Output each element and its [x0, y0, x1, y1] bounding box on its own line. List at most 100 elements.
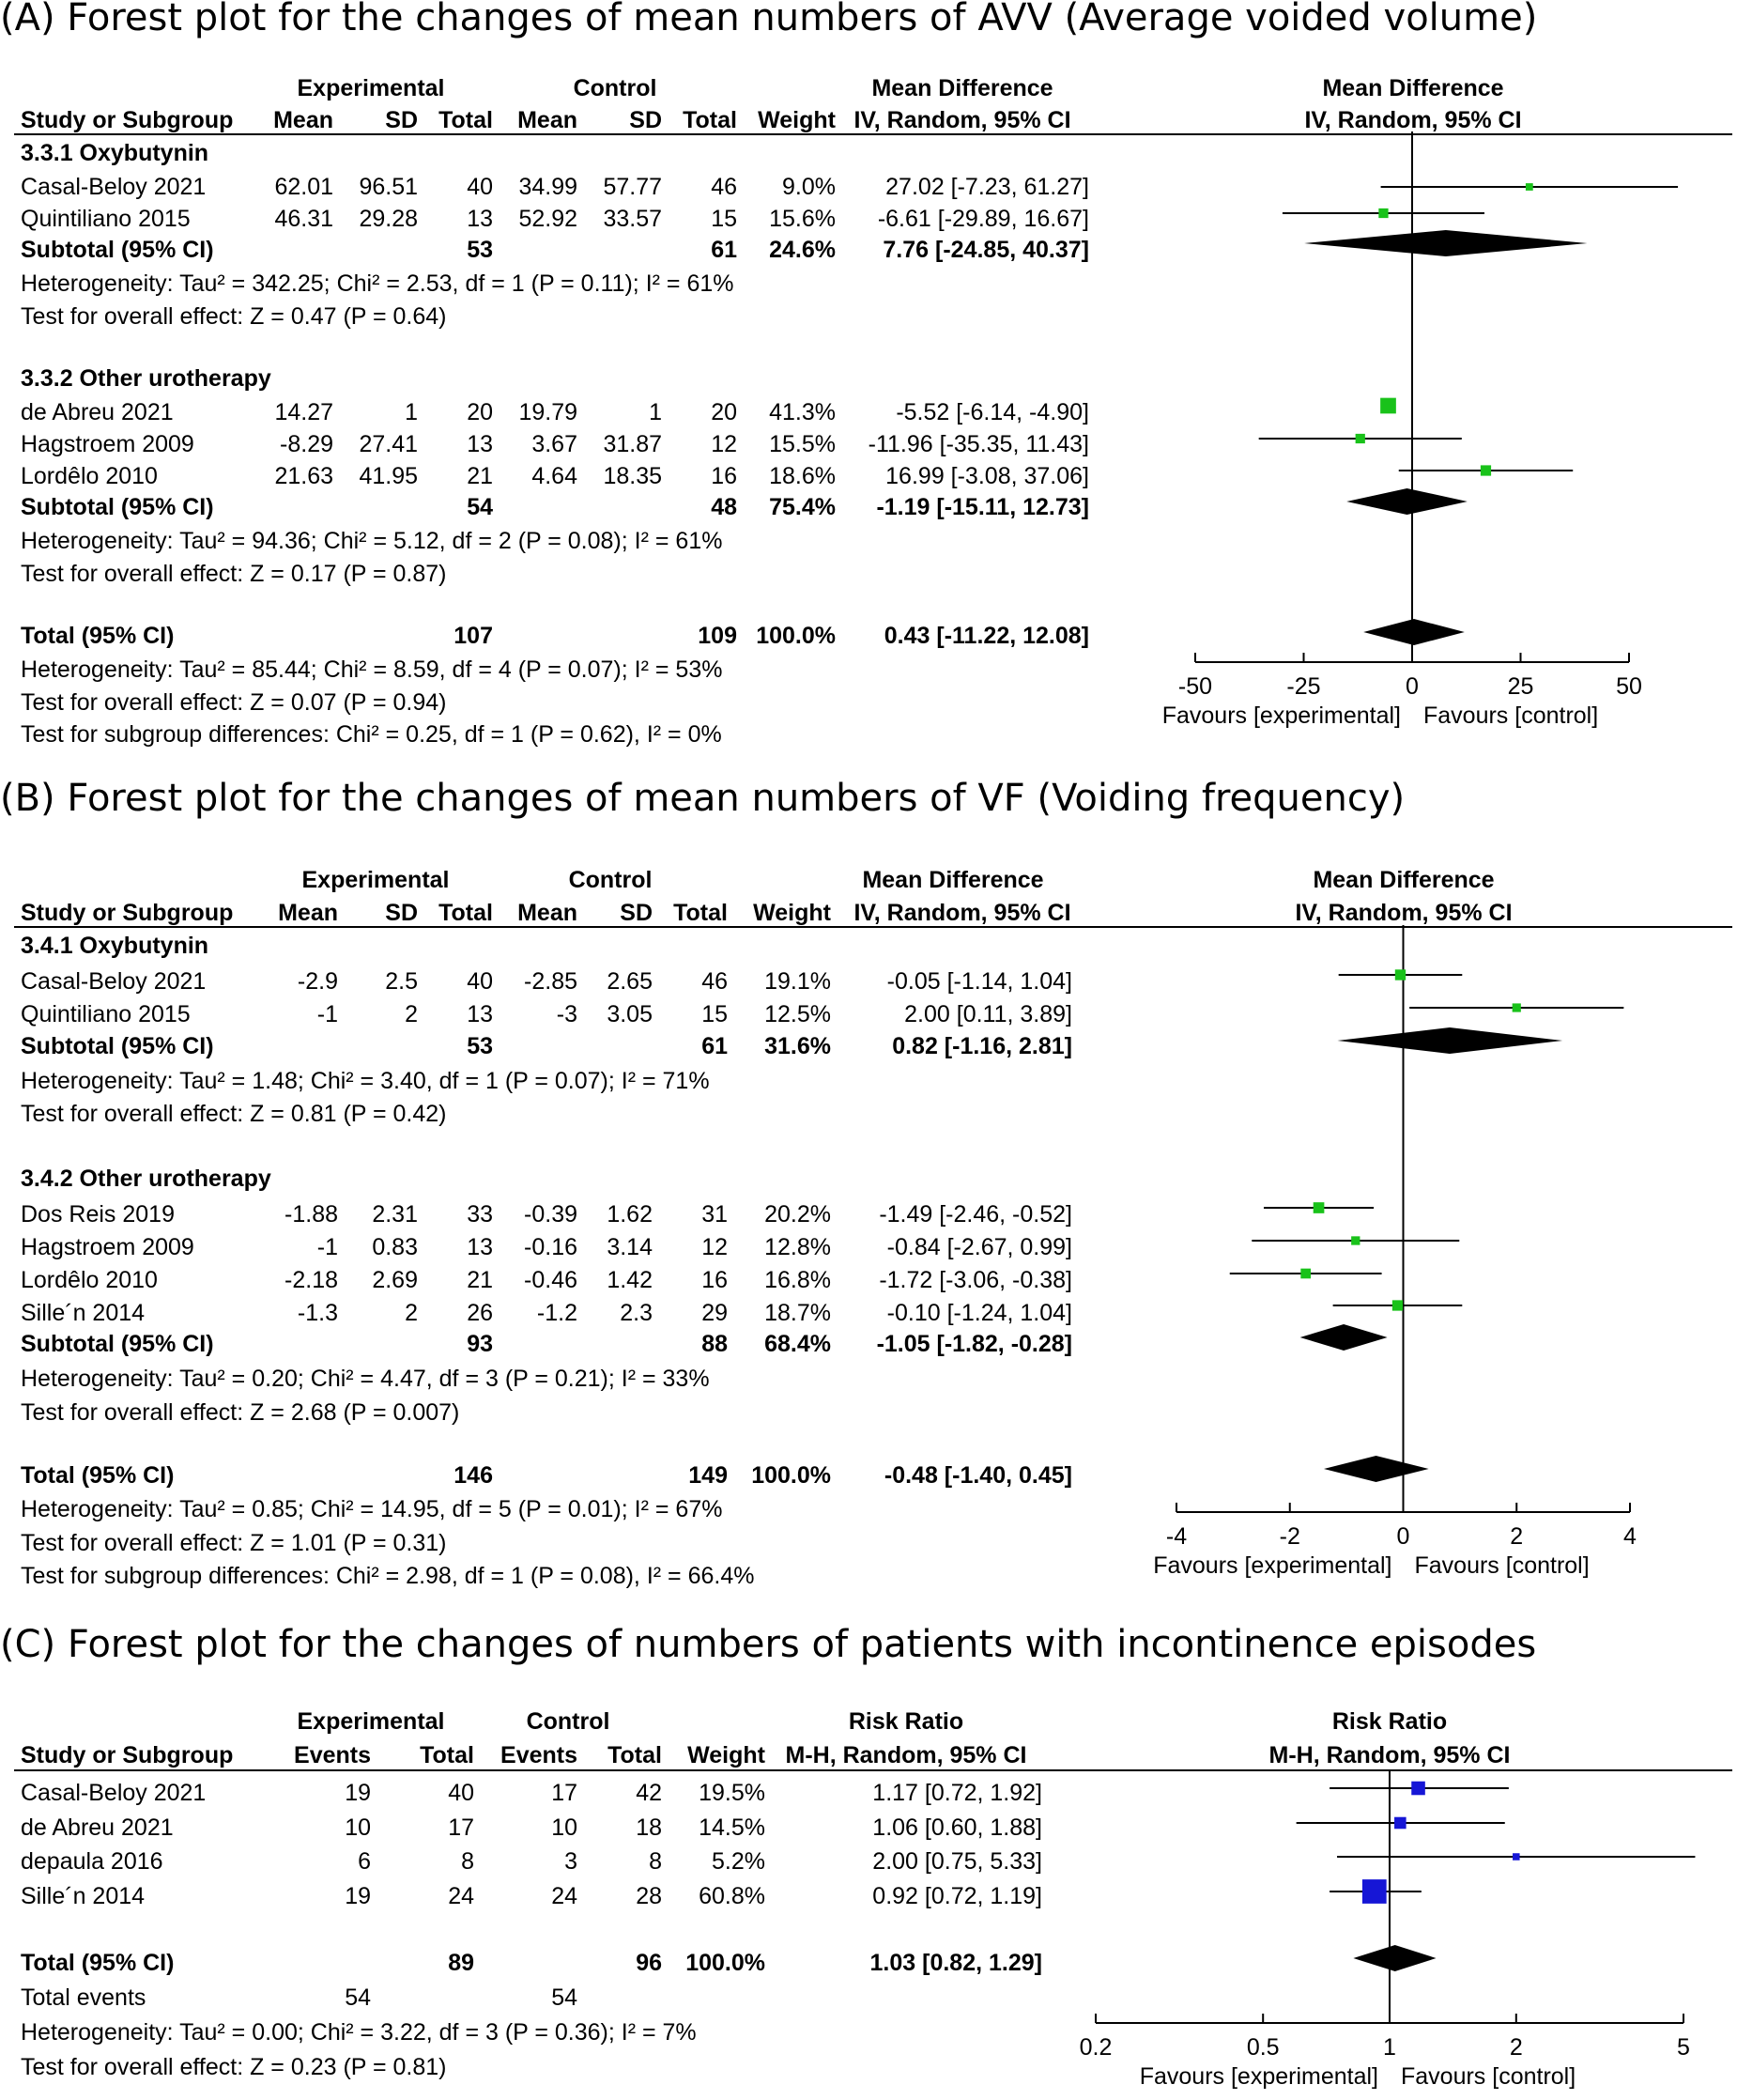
ctl-total: 16	[701, 1267, 728, 1293]
overall-effect-text: Test for overall effect: Z = 0.81 (P = 0…	[21, 1101, 447, 1127]
ctl-total: 42	[636, 1780, 662, 1806]
x-tick-label: 0.5	[1247, 2034, 1280, 2061]
exp-sd: 2.31	[372, 1201, 418, 1228]
weight: 18.6%	[769, 463, 836, 489]
study-name: depaula 2016	[21, 1848, 163, 1875]
col-total-exp: Total	[438, 107, 493, 133]
ctl-total: 29	[701, 1300, 728, 1326]
favours-control-label: Favours [control]	[1401, 2063, 1576, 2090]
exp-total: 53	[467, 1033, 493, 1059]
exp-mean: 14.27	[274, 399, 333, 425]
col-ci: IV, Random, 95% CI	[853, 107, 1071, 133]
x-tick-label: 0	[1397, 1523, 1410, 1550]
col-mean-ctl: Mean	[517, 107, 577, 133]
ctl-events: 24	[551, 1883, 577, 1909]
exp-total: 53	[467, 237, 493, 263]
ctl-mean: -2.85	[524, 968, 577, 995]
col-plot-method: IV, Random, 95% CI	[1295, 900, 1513, 926]
exp-mean: -1.88	[284, 1201, 338, 1228]
exp-total: 40	[448, 1780, 474, 1806]
ctl-total: 15	[711, 206, 737, 232]
subgroup-differences: Test for subgroup differences: Chi² = 0.…	[21, 721, 722, 748]
header-rule	[14, 1769, 1732, 1771]
exp-mean: -8.29	[280, 431, 333, 457]
study-name: Sille´n 2014	[21, 1883, 146, 1909]
effect-ci: -11.96 [-35.35, 11.43]	[868, 431, 1089, 457]
study-name: Lordêlo 2010	[21, 1267, 158, 1293]
total-overall-effect: Test for overall effect: Z = 0.07 (P = 0…	[21, 689, 447, 716]
col-study: Study or Subgroup	[21, 107, 234, 133]
exp-mean: -2.18	[284, 1267, 338, 1293]
ctl-total: 15	[701, 1001, 728, 1027]
study-point	[1513, 1853, 1520, 1861]
overall-effect-text: Test for overall effect: Z = 0.47 (P = 0…	[21, 303, 447, 330]
study-point	[1394, 969, 1407, 981]
study-point	[1380, 397, 1396, 414]
ctl-mean: -3	[556, 1001, 577, 1027]
subtotal-diamond	[1299, 1324, 1388, 1351]
effect-header: Risk Ratio	[848, 1708, 964, 1735]
col-total-ctl: Total	[673, 900, 728, 926]
weight: 19.1%	[764, 968, 831, 995]
experimental-header: Experimental	[297, 1708, 445, 1735]
exp-total: 40	[467, 174, 493, 200]
study-point	[1361, 1879, 1387, 1904]
col-sd-ctl: SD	[629, 107, 662, 133]
favours-experimental-label: Favours [experimental]	[1153, 1552, 1391, 1579]
ctl-total: 18	[636, 1814, 662, 1841]
effect-ci: 0.43 [-11.22, 12.08]	[884, 623, 1089, 649]
col-weight: Weight	[687, 1742, 765, 1768]
control-header: Control	[568, 867, 653, 893]
overall-effect-text: Test for overall effect: Z = 2.68 (P = 0…	[21, 1399, 460, 1426]
effect-ci: 0.92 [0.72, 1.19]	[872, 1883, 1042, 1909]
exp-sd: 1	[405, 399, 418, 425]
exp-mean: -1.3	[297, 1300, 338, 1326]
total-diamond	[1363, 619, 1465, 645]
favours-experimental-label: Favours [experimental]	[1162, 703, 1401, 729]
ctl-mean: -0.39	[524, 1201, 577, 1228]
exp-total: 13	[467, 1234, 493, 1260]
ctl-sd: 2.3	[620, 1300, 653, 1326]
exp-events: 54	[345, 1984, 371, 2011]
exp-total: 21	[467, 463, 493, 489]
ctl-total: 46	[701, 968, 728, 995]
experimental-header: Experimental	[301, 867, 450, 893]
ctl-total: 61	[701, 1033, 728, 1059]
control-header: Control	[526, 1708, 610, 1735]
study-point	[1378, 208, 1389, 219]
heterogeneity-text: Heterogeneity: Tau² = 0.20; Chi² = 4.47,…	[21, 1366, 710, 1392]
subtotal-label: Subtotal (95% CI)	[21, 237, 214, 263]
subgroup-differences: Test for subgroup differences: Chi² = 2.…	[21, 1563, 755, 1589]
col-weight: Weight	[758, 107, 836, 133]
x-tick-label: -2	[1280, 1523, 1300, 1550]
weight: 24.6%	[769, 237, 836, 263]
effect-ci: -6.61 [-29.89, 16.67]	[877, 206, 1089, 232]
exp-sd: 27.41	[359, 431, 418, 457]
weight: 5.2%	[712, 1848, 765, 1875]
col-plot-method: IV, Random, 95% CI	[1304, 107, 1522, 133]
weight: 15.6%	[769, 206, 836, 232]
col-ci: IV, Random, 95% CI	[853, 900, 1071, 926]
ctl-sd: 33.57	[603, 206, 662, 232]
ctl-sd: 1	[649, 399, 662, 425]
ctl-mean: 34.99	[518, 174, 577, 200]
weight: 12.8%	[764, 1234, 831, 1260]
x-tick-label: 2	[1510, 2034, 1523, 2061]
experimental-header: Experimental	[297, 75, 445, 101]
x-tick-label: 25	[1508, 673, 1534, 700]
study-point	[1313, 1202, 1325, 1213]
exp-total: 93	[467, 1331, 493, 1357]
ctl-sd: 3.14	[607, 1234, 653, 1260]
ctl-events: 54	[551, 1984, 577, 2011]
exp-sd: 2	[405, 1300, 418, 1326]
ctl-mean: -1.2	[536, 1300, 577, 1326]
x-tick-label: 0	[1406, 673, 1419, 700]
total-overall-effect: Test for overall effect: Z = 0.23 (P = 0…	[21, 2054, 447, 2080]
header-rule	[14, 133, 1732, 135]
study-point	[1391, 1300, 1404, 1311]
ctl-mean: -0.16	[524, 1234, 577, 1260]
study-name: Hagstroem 2009	[21, 1234, 194, 1260]
forest-plot-c: 0.2 0.5 1 2 5 Favours [experimental] Favours […	[1080, 1769, 1696, 2090]
exp-sd: 41.95	[359, 463, 418, 489]
total-diamond	[1353, 1945, 1437, 1971]
